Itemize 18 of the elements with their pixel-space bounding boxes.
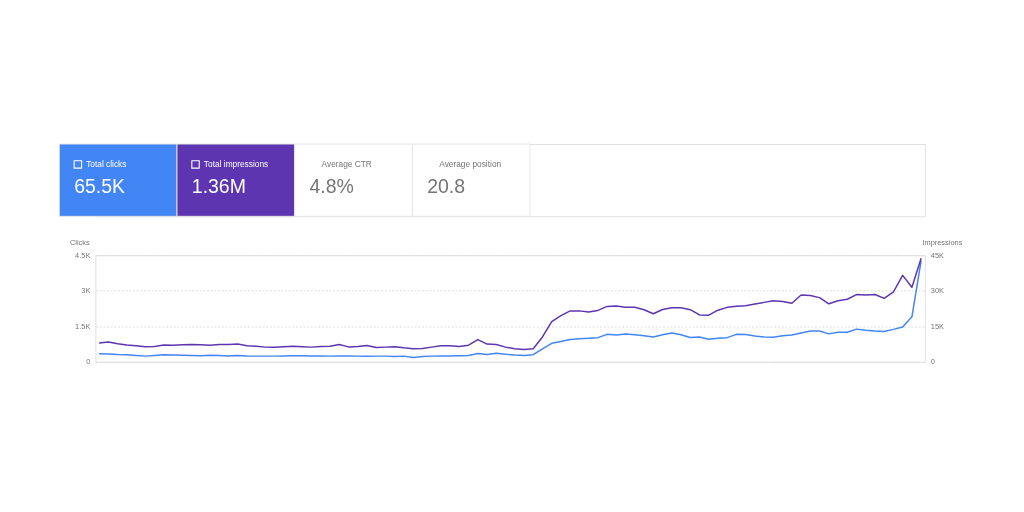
y2-tick-label: 15K <box>930 321 945 331</box>
text: 4.8% <box>309 175 354 198</box>
y-tick-label: 1.5K <box>75 321 91 331</box>
y-tick-label: 0 <box>86 357 91 367</box>
y2-tick-label: 0 <box>930 357 935 367</box>
legend-label: Total clicks <box>86 159 127 170</box>
text: 1.36M <box>191 175 246 198</box>
text: Average position <box>439 159 502 170</box>
y-axis-title: Clicks <box>69 237 91 247</box>
y2-tick-label: 30K <box>930 286 945 296</box>
text: 20.8 <box>427 175 466 198</box>
text: Average CTR <box>321 159 372 170</box>
y-tick-label: 3K <box>81 286 91 296</box>
y2-axis-title: Impressions <box>922 237 963 247</box>
y-tick-label: 4.5K <box>75 250 91 260</box>
legend-label: Total impressions <box>203 159 269 170</box>
text: 65.5K <box>74 175 125 198</box>
y2-tick-label: 45K <box>930 250 945 260</box>
